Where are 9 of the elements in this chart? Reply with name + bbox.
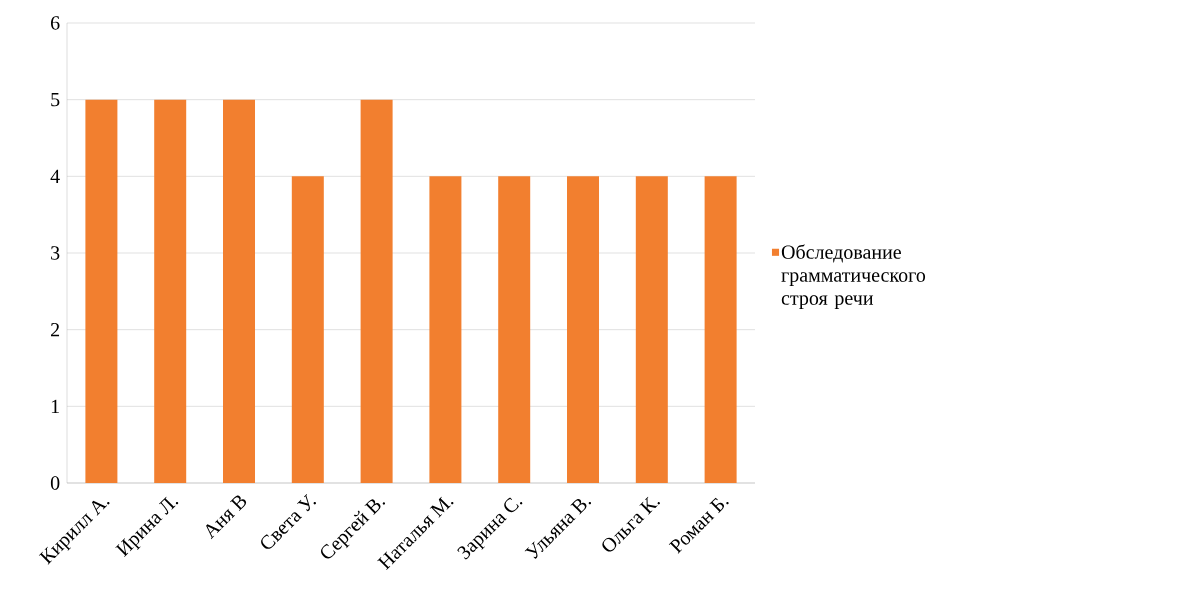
y-tick-label: 0 (50, 476, 60, 490)
x-tick-label: Аня В (206, 495, 247, 540)
y-tick-label: 3 (51, 246, 60, 260)
y-tick-label: 2 (51, 323, 60, 337)
y-tick-label: 6 (50, 16, 60, 30)
y-tick-label: 1 (51, 399, 59, 413)
y-tick-label: 4 (50, 169, 60, 183)
legend-label: Обследование грамматического строя речи (781, 244, 926, 309)
y-tick-label: 5 (51, 93, 60, 107)
